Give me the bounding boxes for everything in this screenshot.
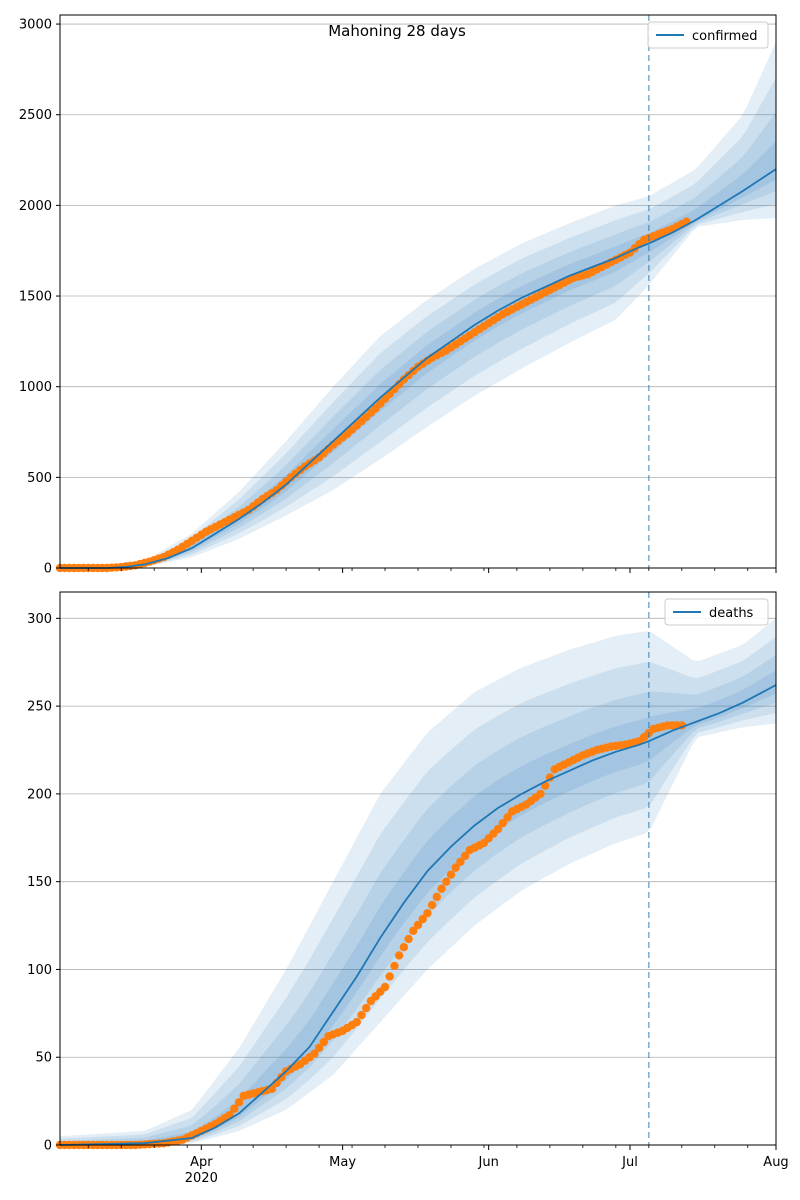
y-tick-label: 0 [44,1139,52,1154]
x-tick-label: May [329,1155,356,1170]
observed-point [503,813,512,822]
observed-point [404,934,413,944]
legend-box [664,598,769,626]
y-tick-label: 2500 [19,108,52,123]
y-tick-label: 50 [35,1051,52,1066]
observed-point [536,789,545,799]
observed-point [423,909,432,918]
uncertainty-band [60,637,776,1145]
y-tick-label: 300 [27,612,52,627]
observed-point [399,943,409,952]
observed-point [498,818,507,828]
observed-point [319,1037,328,1047]
observed-point [234,1098,244,1107]
observed-point [493,824,503,834]
x-tick-label: Apr [190,1155,213,1170]
y-tick-label: 1000 [19,380,52,395]
legend-label: deaths [709,606,754,621]
observed-point [394,951,404,960]
series-line-confirmed [60,168,777,569]
observed-point [427,900,437,910]
legend-label: confirmed [692,29,758,44]
observed-point [390,961,399,971]
x-year-label: 2020 [185,1171,218,1186]
uncertainty-band [60,42,776,568]
observed-point [230,1104,239,1113]
observed-point [361,1003,371,1013]
y-tick-label: 100 [27,963,52,978]
legend-box [647,21,769,49]
observed-point [442,877,451,886]
observed-point [437,884,446,893]
observed-point [418,914,427,924]
confirmed-panel: 0 500 1000 1500 2000 2500 3000 confirmed [19,14,777,577]
y-tick-label: 500 [27,471,52,486]
y-tick-label: 3000 [19,18,52,33]
x-tick-label: Jul [621,1155,638,1170]
x-tick-label: Aug [763,1155,788,1170]
observed-point [310,1049,319,1058]
observed-point [456,857,465,866]
y-tick-label: 2000 [19,199,52,214]
observed-point [409,926,418,936]
uncertainty-band [60,112,776,568]
x-tick-label: Jun [478,1155,499,1170]
uncertainty-band [60,655,776,1145]
observed-point [460,851,470,861]
observed-point [277,1072,286,1082]
observed-point [352,1017,361,1027]
y-tick-label: 200 [27,787,52,802]
observed-point [380,982,390,992]
y-tick-label: 0 [44,562,52,577]
observed-point [314,1043,324,1053]
uncertainty-band [60,141,776,568]
series-line-deaths [59,684,777,1146]
observed-point [451,863,460,872]
y-tick-label: 250 [27,700,52,715]
y-tick-label: 150 [27,875,52,890]
y-tick-label: 1500 [19,290,52,305]
chart-title: Mahoning 28 days [328,22,466,40]
observed-point [413,920,423,930]
observed-point [357,1010,366,1020]
observed-point [385,972,394,981]
axes-frame [59,14,777,569]
observed-point [446,870,456,879]
observed-point [432,892,442,902]
